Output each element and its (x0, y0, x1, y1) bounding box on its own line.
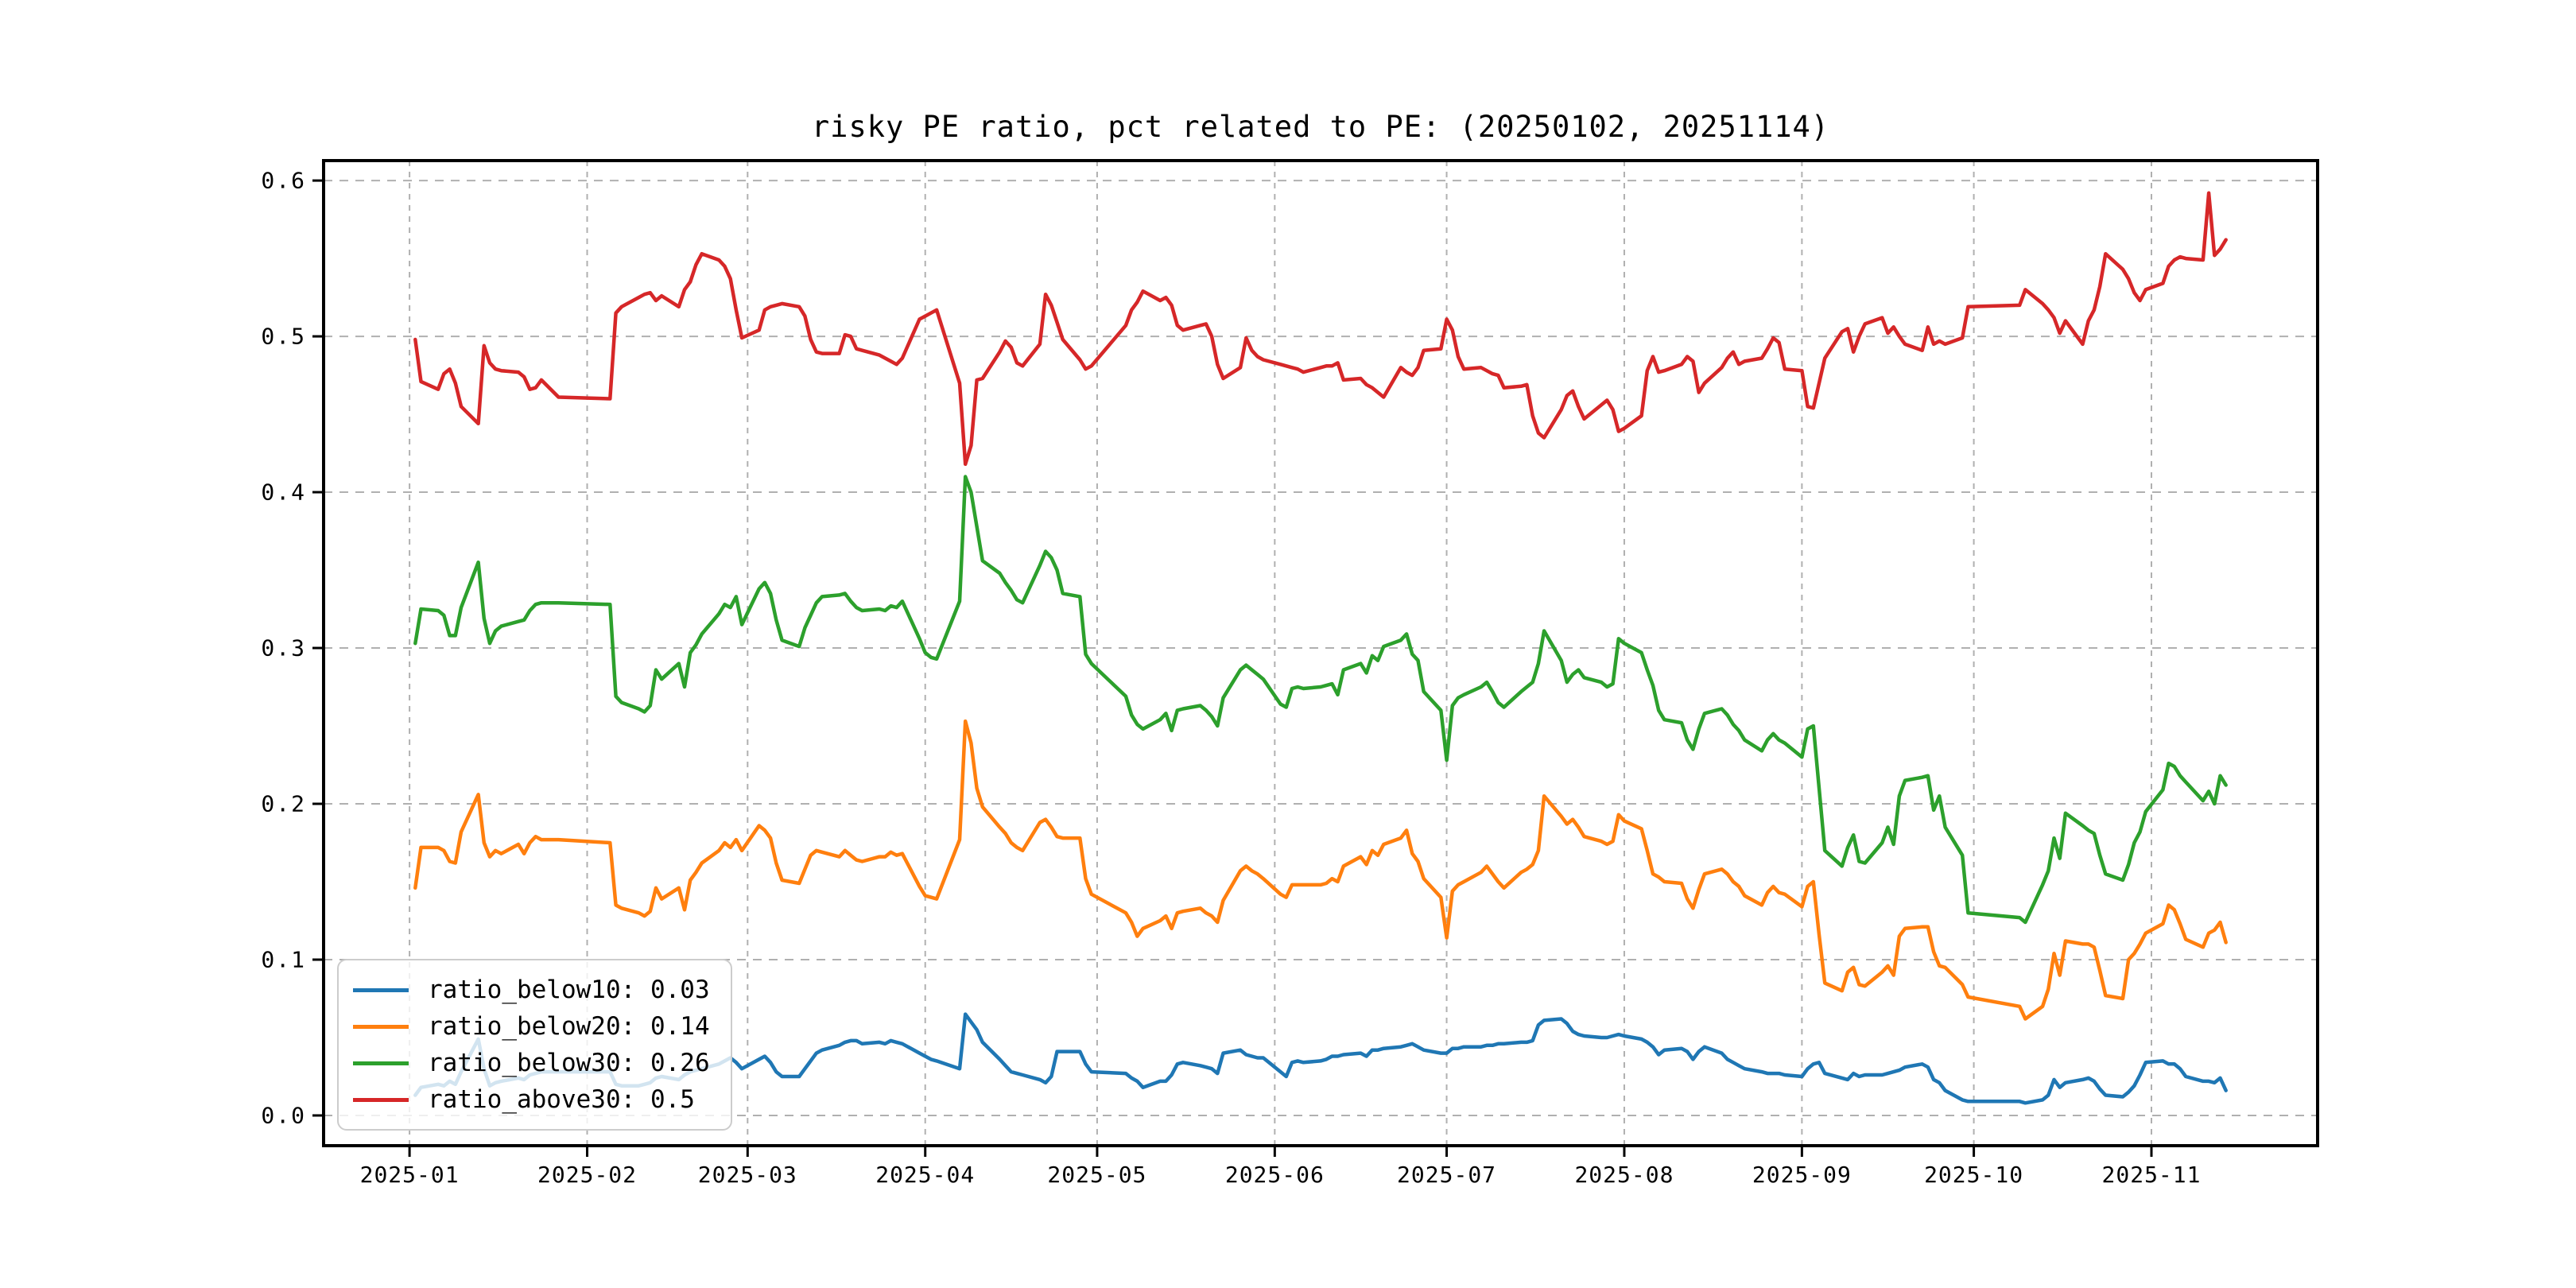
legend-swatch-ratio_below20 (353, 1024, 409, 1029)
plot-frame (322, 159, 2319, 1147)
legend-swatch-ratio_above30 (353, 1097, 409, 1102)
x-tick-label: 2025-04 (875, 1162, 976, 1188)
legend-item: ratio_below20: 0.14 (353, 1008, 710, 1045)
legend-label: ratio_below30: 0.26 (428, 1049, 710, 1077)
y-tick-label: 0.4 (261, 479, 306, 506)
series-line-ratio_below20 (413, 719, 2228, 1021)
x-tick-label: 2025-11 (2101, 1162, 2202, 1188)
legend-label: ratio_below20: 0.14 (428, 1012, 710, 1041)
legend: ratio_below10: 0.03 ratio_below20: 0.14 … (337, 959, 732, 1131)
x-tick-label: 2025-01 (359, 1162, 460, 1188)
x-tick-label: 2025-05 (1047, 1162, 1147, 1188)
chart-title: risky PE ratio, pct related to PE: (2025… (811, 110, 1830, 144)
x-tick-label: 2025-03 (697, 1162, 797, 1188)
series-line-ratio_below10 (413, 1012, 2228, 1105)
y-tick-label: 0.5 (261, 323, 306, 350)
y-tick-label: 0.1 (261, 946, 306, 973)
series-line-ratio_below30 (413, 475, 2228, 925)
y-tick-label: 0.2 (261, 790, 306, 817)
x-tick-label: 2025-07 (1397, 1162, 1497, 1188)
legend-item: ratio_below30: 0.26 (353, 1045, 710, 1081)
legend-label: ratio_above30: 0.5 (428, 1085, 695, 1114)
y-tick-label: 0.3 (261, 634, 306, 661)
x-tick-label: 2025-06 (1224, 1162, 1325, 1188)
x-tick-label: 2025-02 (537, 1162, 638, 1188)
y-tick-label: 0.6 (261, 167, 306, 194)
x-tick-label: 2025-10 (1924, 1162, 2024, 1188)
legend-item: ratio_above30: 0.5 (353, 1081, 710, 1118)
x-tick-label: 2025-08 (1574, 1162, 1674, 1188)
legend-swatch-ratio_below10 (353, 987, 409, 992)
legend-item: ratio_below10: 0.03 (353, 972, 710, 1008)
y-tick-label: 0.0 (261, 1102, 306, 1129)
legend-swatch-ratio_below30 (353, 1061, 409, 1065)
series-line-ratio_above30 (413, 191, 2228, 467)
legend-label: ratio_below10: 0.03 (428, 976, 710, 1004)
x-tick-label: 2025-09 (1752, 1162, 1852, 1188)
